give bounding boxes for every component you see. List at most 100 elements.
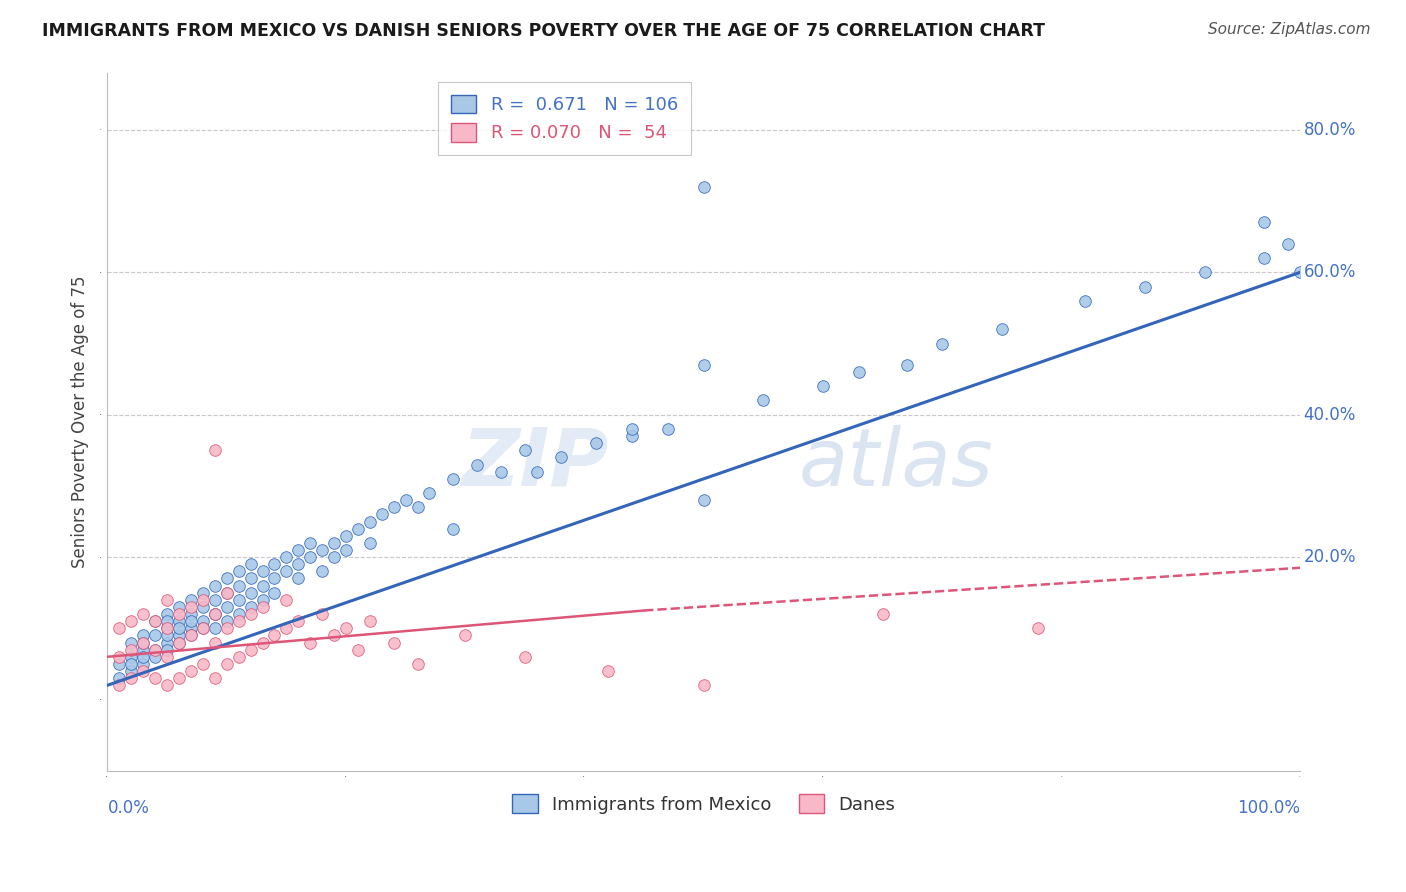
Point <box>1194 265 1216 279</box>
Text: IMMIGRANTS FROM MEXICO VS DANISH SENIORS POVERTY OVER THE AGE OF 75 CORRELATION : IMMIGRANTS FROM MEXICO VS DANISH SENIORS… <box>42 22 1045 40</box>
Point <box>693 493 716 508</box>
Point <box>848 365 870 379</box>
Point <box>1253 215 1275 229</box>
Point <box>1074 293 1097 308</box>
Point <box>1133 279 1156 293</box>
Point <box>252 592 274 607</box>
Point <box>657 422 679 436</box>
Point <box>120 635 142 649</box>
Point <box>526 465 548 479</box>
Point <box>215 585 238 599</box>
Point <box>489 465 512 479</box>
Point <box>191 621 214 635</box>
Point <box>132 642 155 657</box>
Point <box>693 678 716 692</box>
Point <box>228 614 250 628</box>
Point <box>323 550 346 565</box>
Point <box>132 657 155 671</box>
Point <box>215 599 238 614</box>
Text: 40.0%: 40.0% <box>1303 406 1355 424</box>
Point <box>347 522 370 536</box>
Point <box>120 671 142 685</box>
Point <box>191 614 214 628</box>
Point <box>239 599 262 614</box>
Point <box>204 578 226 592</box>
Text: Source: ZipAtlas.com: Source: ZipAtlas.com <box>1208 22 1371 37</box>
Text: 20.0%: 20.0% <box>1303 548 1357 566</box>
Point <box>287 614 309 628</box>
Point <box>120 664 142 678</box>
Point <box>585 436 607 450</box>
Point <box>323 628 346 642</box>
Point <box>550 450 572 465</box>
Point <box>156 635 179 649</box>
Point <box>359 614 381 628</box>
Text: 100.0%: 100.0% <box>1237 799 1301 817</box>
Point <box>465 458 488 472</box>
Point <box>156 592 179 607</box>
Point <box>108 621 131 635</box>
Point <box>239 558 262 572</box>
Point <box>371 508 394 522</box>
Point <box>204 607 226 621</box>
Point <box>143 614 166 628</box>
Point <box>1253 251 1275 265</box>
Point <box>347 642 370 657</box>
Point <box>204 635 226 649</box>
Text: ZIP: ZIP <box>461 425 609 503</box>
Point <box>441 472 464 486</box>
Point <box>276 550 298 565</box>
Point <box>132 635 155 649</box>
Point <box>156 678 179 692</box>
Point <box>263 628 285 642</box>
Point <box>167 635 190 649</box>
Point <box>394 493 416 508</box>
Point <box>263 558 285 572</box>
Text: 0.0%: 0.0% <box>107 799 149 817</box>
Point <box>263 572 285 586</box>
Point <box>811 379 834 393</box>
Point <box>752 393 775 408</box>
Point <box>156 614 179 628</box>
Point <box>1289 265 1312 279</box>
Point <box>156 628 179 642</box>
Point <box>359 515 381 529</box>
Point <box>276 565 298 579</box>
Text: atlas: atlas <box>799 425 994 503</box>
Point <box>454 628 477 642</box>
Point <box>167 671 190 685</box>
Point <box>191 585 214 599</box>
Point <box>204 443 226 458</box>
Point <box>693 180 716 194</box>
Point <box>239 585 262 599</box>
Point <box>167 628 190 642</box>
Point <box>239 642 262 657</box>
Point <box>931 336 953 351</box>
Point <box>406 500 429 515</box>
Point <box>204 592 226 607</box>
Point <box>513 649 536 664</box>
Point <box>621 429 644 443</box>
Point <box>167 621 190 635</box>
Point <box>1277 236 1299 251</box>
Point <box>228 565 250 579</box>
Text: 60.0%: 60.0% <box>1303 263 1355 281</box>
Point <box>204 607 226 621</box>
Point <box>418 486 440 500</box>
Point <box>382 635 405 649</box>
Point <box>180 607 202 621</box>
Point <box>132 635 155 649</box>
Y-axis label: Seniors Poverty Over the Age of 75: Seniors Poverty Over the Age of 75 <box>72 276 89 568</box>
Point <box>215 621 238 635</box>
Point <box>215 572 238 586</box>
Point <box>156 621 179 635</box>
Point <box>287 543 309 558</box>
Point <box>180 664 202 678</box>
Point <box>228 607 250 621</box>
Point <box>215 585 238 599</box>
Point <box>143 642 166 657</box>
Point <box>896 358 918 372</box>
Point <box>167 614 190 628</box>
Point <box>239 572 262 586</box>
Point <box>276 621 298 635</box>
